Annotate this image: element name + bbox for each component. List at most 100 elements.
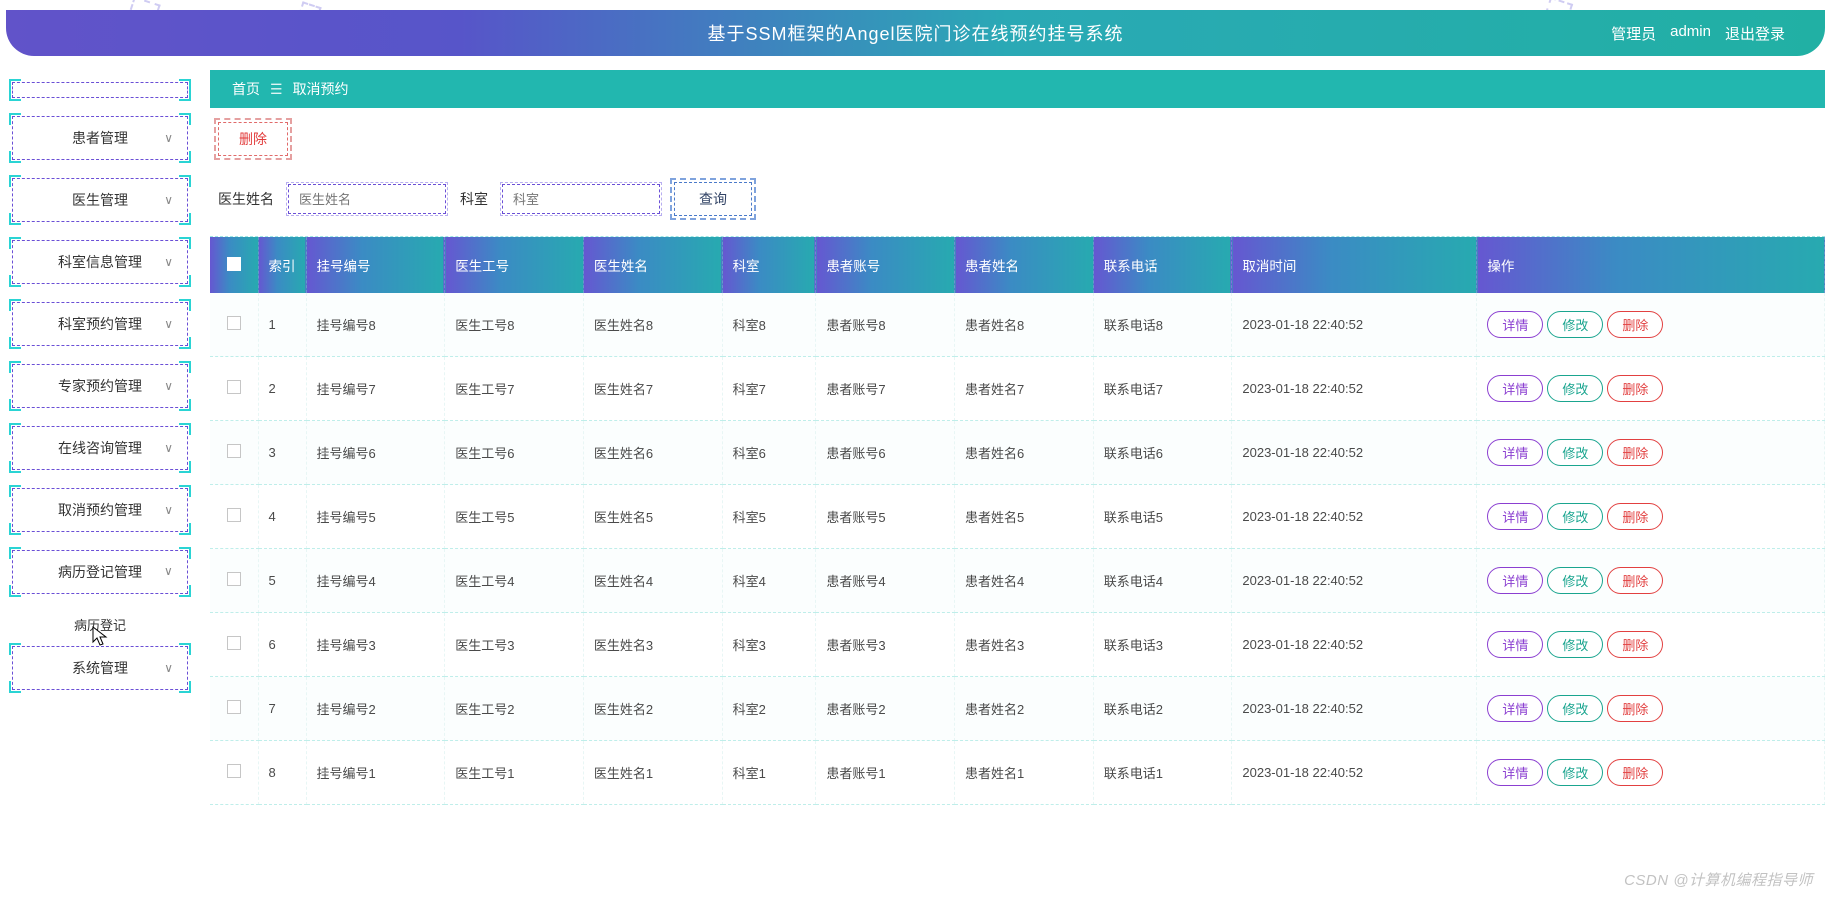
- cell-pacct: 患者账号8: [816, 293, 955, 357]
- edit-button[interactable]: 修改: [1547, 759, 1603, 786]
- col-header: 科室: [722, 237, 816, 293]
- delete-button[interactable]: 删除: [1607, 759, 1663, 786]
- sidebar-item-7[interactable]: 病历登记管理∧: [12, 550, 188, 594]
- dept-input[interactable]: [502, 184, 660, 214]
- sidebar-item-blank[interactable]: [12, 82, 188, 98]
- cell-pacct: 患者账号7: [816, 357, 955, 421]
- select-all-checkbox[interactable]: [227, 257, 241, 271]
- delete-button[interactable]: 删除: [1607, 567, 1663, 594]
- doctor-name-label: 医生姓名: [218, 189, 274, 209]
- cell-tel: 联系电话8: [1093, 293, 1232, 357]
- query-button[interactable]: 查询: [674, 182, 752, 216]
- cell-index: 3: [258, 421, 306, 485]
- cell-docname: 医生姓名2: [583, 677, 722, 741]
- edit-button[interactable]: 修改: [1547, 631, 1603, 658]
- chevron-down-icon: ∨: [164, 379, 173, 393]
- cell-pname: 患者姓名7: [955, 357, 1094, 421]
- row-checkbox[interactable]: [227, 572, 241, 586]
- delete-button[interactable]: 删除: [1607, 439, 1663, 466]
- cell-reg: 挂号编号5: [306, 485, 445, 549]
- col-header: 患者姓名: [955, 237, 1094, 293]
- detail-button[interactable]: 详情: [1487, 695, 1543, 722]
- row-checkbox[interactable]: [227, 508, 241, 522]
- cell-actions: 详情修改删除: [1477, 549, 1825, 613]
- edit-button[interactable]: 修改: [1547, 567, 1603, 594]
- row-checkbox[interactable]: [227, 380, 241, 394]
- sidebar-item-2[interactable]: 科室信息管理∨: [12, 240, 188, 284]
- detail-button[interactable]: 详情: [1487, 375, 1543, 402]
- delete-button[interactable]: 删除: [1607, 311, 1663, 338]
- edit-button[interactable]: 修改: [1547, 503, 1603, 530]
- cell-reg: 挂号编号6: [306, 421, 445, 485]
- user-name[interactable]: admin: [1670, 23, 1711, 44]
- col-header: 挂号编号: [306, 237, 445, 293]
- delete-button[interactable]: 删除: [1607, 695, 1663, 722]
- col-header[interactable]: 索引: [258, 237, 306, 293]
- cell-actions: 详情修改删除: [1477, 613, 1825, 677]
- cell-time: 2023-01-18 22:40:52: [1232, 485, 1477, 549]
- table-wrap[interactable]: 索引挂号编号医生工号医生姓名科室患者账号患者姓名联系电话取消时间操作 1挂号编号…: [210, 236, 1825, 900]
- sidebar-item-3[interactable]: 科室预约管理∨: [12, 302, 188, 346]
- sidebar-item-label: 系统管理: [72, 658, 128, 678]
- logout-link[interactable]: 退出登录: [1725, 23, 1785, 44]
- delete-button[interactable]: 删除: [1607, 375, 1663, 402]
- cell-time: 2023-01-18 22:40:52: [1232, 357, 1477, 421]
- edit-button[interactable]: 修改: [1547, 439, 1603, 466]
- sidebar-item-label: 科室信息管理: [58, 252, 142, 272]
- sidebar-item-1[interactable]: 医生管理∨: [12, 178, 188, 222]
- cell-index: 2: [258, 357, 306, 421]
- col-header: 医生工号: [445, 237, 584, 293]
- col-header: 患者账号: [816, 237, 955, 293]
- breadcrumb: 首页 ☰ 取消预约: [210, 70, 1825, 108]
- delete-button[interactable]: 删除: [1607, 631, 1663, 658]
- table-row: 5挂号编号4医生工号4医生姓名4科室4患者账号4患者姓名4联系电话42023-0…: [210, 549, 1825, 613]
- sidebar-item-5[interactable]: 在线咨询管理∨: [12, 426, 188, 470]
- cell-tel: 联系电话2: [1093, 677, 1232, 741]
- row-checkbox[interactable]: [227, 444, 241, 458]
- detail-button[interactable]: 详情: [1487, 567, 1543, 594]
- cell-dept: 科室8: [722, 293, 816, 357]
- table-row: 7挂号编号2医生工号2医生姓名2科室2患者账号2患者姓名2联系电话22023-0…: [210, 677, 1825, 741]
- detail-button[interactable]: 详情: [1487, 439, 1543, 466]
- cell-pacct: 患者账号4: [816, 549, 955, 613]
- cell-pacct: 患者账号6: [816, 421, 955, 485]
- cell-reg: 挂号编号4: [306, 549, 445, 613]
- breadcrumb-sep-icon: ☰: [270, 81, 283, 98]
- edit-button[interactable]: 修改: [1547, 375, 1603, 402]
- bulk-delete-button[interactable]: 删除: [218, 122, 288, 156]
- cell-pname: 患者姓名2: [955, 677, 1094, 741]
- col-header[interactable]: [210, 237, 258, 293]
- cell-index: 8: [258, 741, 306, 805]
- table-row: 8挂号编号1医生工号1医生姓名1科室1患者账号1患者姓名1联系电话12023-0…: [210, 741, 1825, 805]
- breadcrumb-home[interactable]: 首页: [232, 79, 260, 99]
- cell-reg: 挂号编号3: [306, 613, 445, 677]
- sidebar-item-8[interactable]: 系统管理∨: [12, 646, 188, 690]
- edit-button[interactable]: 修改: [1547, 695, 1603, 722]
- sidebar-item-4[interactable]: 专家预约管理∨: [12, 364, 188, 408]
- detail-button[interactable]: 详情: [1487, 311, 1543, 338]
- delete-button[interactable]: 删除: [1607, 503, 1663, 530]
- cell-tel: 联系电话5: [1093, 485, 1232, 549]
- sidebar-item-0[interactable]: 患者管理∨: [12, 116, 188, 160]
- row-checkbox[interactable]: [227, 764, 241, 778]
- row-checkbox[interactable]: [227, 316, 241, 330]
- detail-button[interactable]: 详情: [1487, 759, 1543, 786]
- cell-dept: 科室3: [722, 613, 816, 677]
- cell-index: 6: [258, 613, 306, 677]
- edit-button[interactable]: 修改: [1547, 311, 1603, 338]
- cell-dept: 科室1: [722, 741, 816, 805]
- cell-actions: 详情修改删除: [1477, 677, 1825, 741]
- cell-docid: 医生工号8: [445, 293, 584, 357]
- row-checkbox[interactable]: [227, 700, 241, 714]
- sidebar-subitem[interactable]: 病历登记: [12, 612, 188, 636]
- doctor-name-input[interactable]: [288, 184, 446, 214]
- table-row: 3挂号编号6医生工号6医生姓名6科室6患者账号6患者姓名6联系电话62023-0…: [210, 421, 1825, 485]
- cell-docid: 医生工号6: [445, 421, 584, 485]
- cell-pname: 患者姓名3: [955, 613, 1094, 677]
- detail-button[interactable]: 详情: [1487, 503, 1543, 530]
- row-checkbox[interactable]: [227, 636, 241, 650]
- detail-button[interactable]: 详情: [1487, 631, 1543, 658]
- top-header: 基于SSM框架的Angel医院门诊在线预约挂号系统 管理员 admin 退出登录: [6, 10, 1825, 56]
- sidebar-item-6[interactable]: 取消预约管理∨: [12, 488, 188, 532]
- cell-pacct: 患者账号1: [816, 741, 955, 805]
